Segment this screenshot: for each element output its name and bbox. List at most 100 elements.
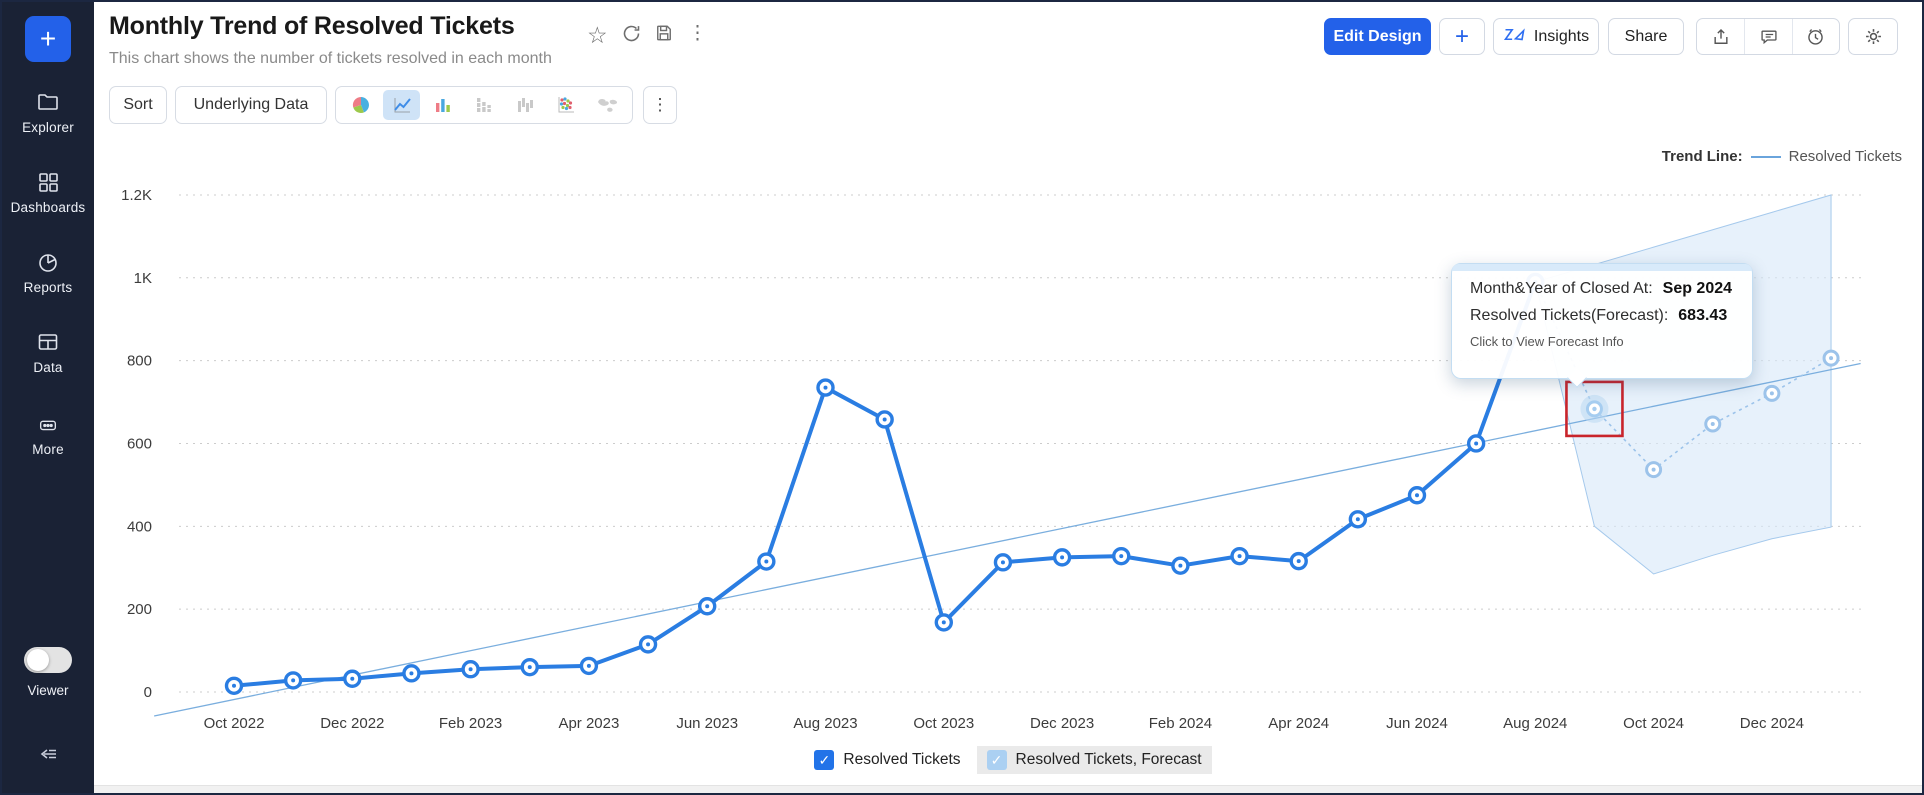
data-point-core [586,663,591,668]
sidebar-item-dashboards[interactable]: Dashboards [2,170,94,215]
checkbox-checked-icon[interactable]: ✓ [986,750,1007,770]
save-icon[interactable] [654,23,674,48]
export-icon[interactable] [1697,19,1744,54]
y-axis-tick: 600 [127,435,152,452]
x-axis-tick: Apr 2023 [558,715,619,732]
x-axis-tick: Dec 2024 [1740,715,1804,732]
share-button[interactable]: Share [1608,18,1684,55]
alert-clock-icon[interactable] [1791,19,1839,54]
x-axis-tick: Jun 2023 [676,715,738,732]
scatter-chart-type-icon[interactable] [548,90,585,120]
x-axis-tick: Apr 2024 [1268,715,1329,732]
insights-label: Insights [1533,27,1590,45]
footer-strip [94,785,1922,793]
create-new-button[interactable]: + [25,16,71,62]
y-axis-tick: 400 [127,518,152,535]
trend-line-sample [1750,155,1781,158]
legend-item-forecast[interactable]: ✓ Resolved Tickets, Forecast [976,746,1212,774]
sidebar-item-reports[interactable]: Reports [2,250,94,295]
x-axis-tick: Aug 2023 [793,715,857,732]
chart-legend: ✓ Resolved Tickets ✓ Resolved Tickets, F… [94,746,1922,774]
checkbox-checked-icon[interactable]: ✓ [814,750,835,770]
tooltip-y-label: Resolved Tickets(Forecast): [1470,307,1669,324]
sidebar-item-label: Explorer [22,120,74,135]
trend-line-series: Resolved Tickets [1788,148,1902,165]
x-axis-tick: Feb 2023 [439,715,502,732]
tooltip-x-label: Month&Year of Closed At: [1470,280,1653,297]
line-chart[interactable]: 0 200 400 600 800 1K 1.2K Oct 2022 Dec 2022 Feb 2… [94,122,1922,784]
map-chart-type-icon[interactable] [589,90,626,120]
forecast-point-core [1829,356,1834,361]
page-title: Monthly Trend of Resolved Tickets [109,12,515,40]
data-point-core [527,665,532,670]
stacked-bar-chart-type-icon[interactable] [465,90,502,120]
y-axis-tick: 0 [144,684,152,701]
data-point-core [291,678,296,683]
gear-icon[interactable] [1849,19,1897,54]
pie-report-icon [2,250,94,274]
sort-button[interactable]: Sort [109,86,167,124]
table-icon [2,330,94,354]
data-point-core [1000,560,1005,565]
data-point-core [350,676,355,681]
sidebar-item-label: Dashboards [10,200,86,215]
sidebar-item-label: Data [33,360,63,375]
trend-line [154,362,1861,717]
page-subtitle: This chart shows the number of tickets r… [109,50,552,67]
sidebar: + Explorer Dashboards Reports Data [2,2,94,793]
sidebar-item-explorer[interactable]: Explorer [2,90,94,135]
x-axis-tick: Dec 2023 [1030,715,1094,732]
combo-bar-chart-type-icon[interactable] [507,90,544,120]
favorite-star-icon[interactable]: ☆ [587,22,608,48]
line-chart-type-icon[interactable] [383,90,421,120]
sidebar-item-data[interactable]: Data [2,330,94,375]
folder-icon [2,90,94,114]
forecast-point-core [1651,467,1656,472]
collapse-sidebar-icon[interactable] [35,742,61,771]
chart-options-kebab[interactable]: ⋮ [643,86,677,124]
data-point-core [1415,493,1419,498]
add-report-button[interactable]: + [1439,18,1485,55]
data-point-core [941,620,946,625]
tooltip-y-value: 683.43 [1678,307,1728,324]
chart-type-group [335,86,633,124]
dashboards-grid-icon [2,170,94,194]
viewer-mode-toggle[interactable] [24,647,72,673]
settings-button-wrap [1848,18,1898,55]
chart-tooltip: Month&Year of Closed At: Sep 2024 Resolv… [1451,263,1753,379]
y-axis-tick: 1.2K [121,187,152,204]
data-point-core [764,559,769,564]
highlight-selection-box[interactable] [1565,380,1624,438]
data-point-core [646,642,651,647]
x-axis-tick: Feb 2024 [1149,715,1212,732]
bar-chart-type-icon[interactable] [424,90,461,120]
legend-label: Resolved Tickets, Forecast [1015,751,1202,768]
tooltip-x-value: Sep 2024 [1662,280,1733,297]
data-point-core [409,671,414,676]
y-axis-tick: 200 [127,601,152,618]
data-point-core [232,683,236,688]
title-kebab-icon[interactable]: ⋮ [688,23,707,44]
edit-design-button[interactable]: Edit Design [1324,18,1431,55]
x-axis-tick: Dec 2022 [320,715,384,732]
tooltip-footer[interactable]: Click to View Forecast Info [1470,334,1624,349]
pie-chart-type-icon[interactable] [342,90,379,120]
refresh-icon[interactable] [621,23,642,49]
data-point-core [1119,554,1124,559]
x-axis-tick: Aug 2024 [1503,715,1567,732]
forecast-point-core [1710,422,1715,427]
y-axis-tick: 800 [127,353,152,370]
data-point-core [468,667,473,672]
legend-item-resolved-tickets[interactable]: ✓ Resolved Tickets [804,746,970,774]
main-area: Monthly Trend of Resolved Tickets ☆ ⋮ Th… [94,2,1922,793]
x-axis-tick: Jun 2024 [1386,715,1448,732]
underlying-data-button[interactable]: Underlying Data [175,86,327,124]
sidebar-item-more[interactable]: More [2,414,94,457]
more-ellipsis-icon [2,414,94,436]
sidebar-item-label: More [32,442,64,457]
comment-icon[interactable] [1744,19,1791,54]
data-point-core [1237,554,1242,559]
insights-button[interactable]: Insights [1493,18,1599,55]
x-axis-tick: Oct 2022 [204,715,265,732]
